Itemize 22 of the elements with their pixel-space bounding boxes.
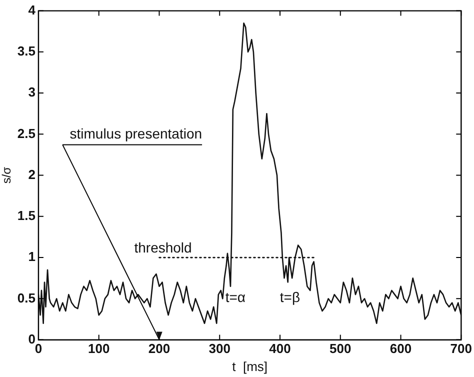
annotation: t=α	[225, 288, 246, 305]
y-tick-label: 4	[28, 2, 36, 18]
y-tick-label: 0	[28, 331, 36, 346]
x-tick-label: 700	[450, 341, 472, 356]
series-label: threshold	[134, 239, 192, 256]
x-tick-label: 500	[330, 341, 352, 356]
x-tick-label: 600	[390, 341, 412, 356]
x-tick-label: 100	[88, 341, 110, 356]
x-axis-title: t [ms]	[232, 358, 268, 374]
y-tick-label: 3	[28, 84, 36, 100]
x-tick-label: 200	[148, 341, 170, 356]
x-tick-label: 300	[208, 341, 230, 356]
x-tick-label: 400	[269, 341, 291, 356]
y-tick-label: 1.5	[17, 208, 36, 224]
annotation: t=β	[280, 288, 300, 305]
y-tick-label: 2	[28, 166, 36, 182]
y-tick-label: 3.5	[17, 44, 36, 59]
y-axis-title: s/σ	[0, 166, 14, 184]
y-tick-label: 2.5	[17, 126, 36, 141]
y-tick-label: 0.5	[17, 290, 36, 306]
y-tick-label: 1	[28, 249, 36, 264]
annotation: stimulus presentation	[70, 125, 202, 142]
